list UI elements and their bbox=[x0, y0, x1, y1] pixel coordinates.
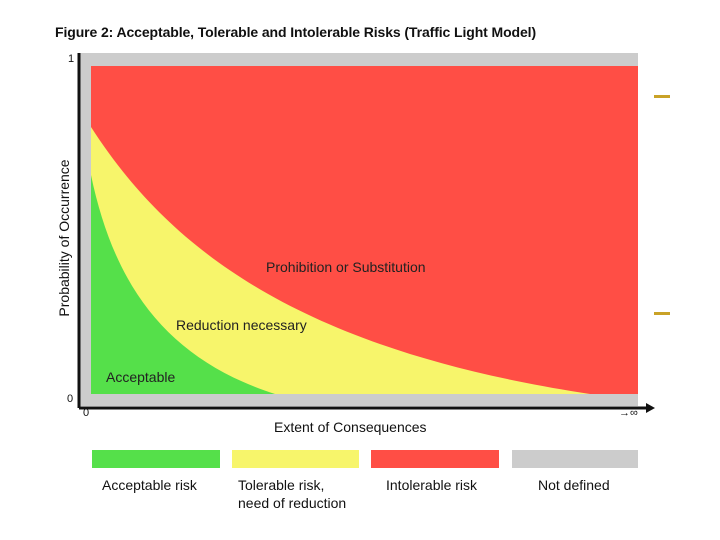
x-axis-arrow-icon bbox=[646, 403, 655, 413]
legend-label-acceptable: Acceptable risk bbox=[102, 477, 197, 493]
tolerable-region-label: Reduction necessary bbox=[176, 317, 307, 333]
y-axis-label: Probability of Occurrence bbox=[56, 159, 72, 317]
intolerable-region-label: Prohibition or Substitution bbox=[266, 259, 426, 275]
side-dash-top bbox=[654, 95, 670, 98]
acceptable-region-label: Acceptable bbox=[106, 369, 176, 385]
x-tick-origin: 0 bbox=[83, 407, 90, 419]
legend-swatch-intolerable bbox=[371, 450, 499, 468]
legend-swatch-not-defined bbox=[512, 450, 638, 468]
figure-title: Figure 2: Acceptable, Tolerable and Into… bbox=[55, 24, 537, 40]
side-dash-bottom bbox=[654, 312, 670, 315]
x-axis-label: Extent of Consequences bbox=[274, 419, 427, 435]
legend-label-tolerable: Tolerable risk, need of reduction bbox=[238, 477, 347, 511]
y-tick-bottom: 0 bbox=[67, 393, 74, 405]
legend-swatch-tolerable bbox=[232, 450, 359, 468]
y-tick-top: 1 bbox=[68, 53, 75, 65]
legend-label-intolerable: Intolerable risk bbox=[386, 477, 478, 493]
tolerable-region bbox=[91, 127, 590, 394]
legend-label-not-defined: Not defined bbox=[538, 477, 610, 493]
x-tick-infinity: →∞ bbox=[619, 407, 638, 419]
acceptable-region bbox=[91, 175, 275, 394]
legend-swatch-acceptable bbox=[92, 450, 220, 468]
